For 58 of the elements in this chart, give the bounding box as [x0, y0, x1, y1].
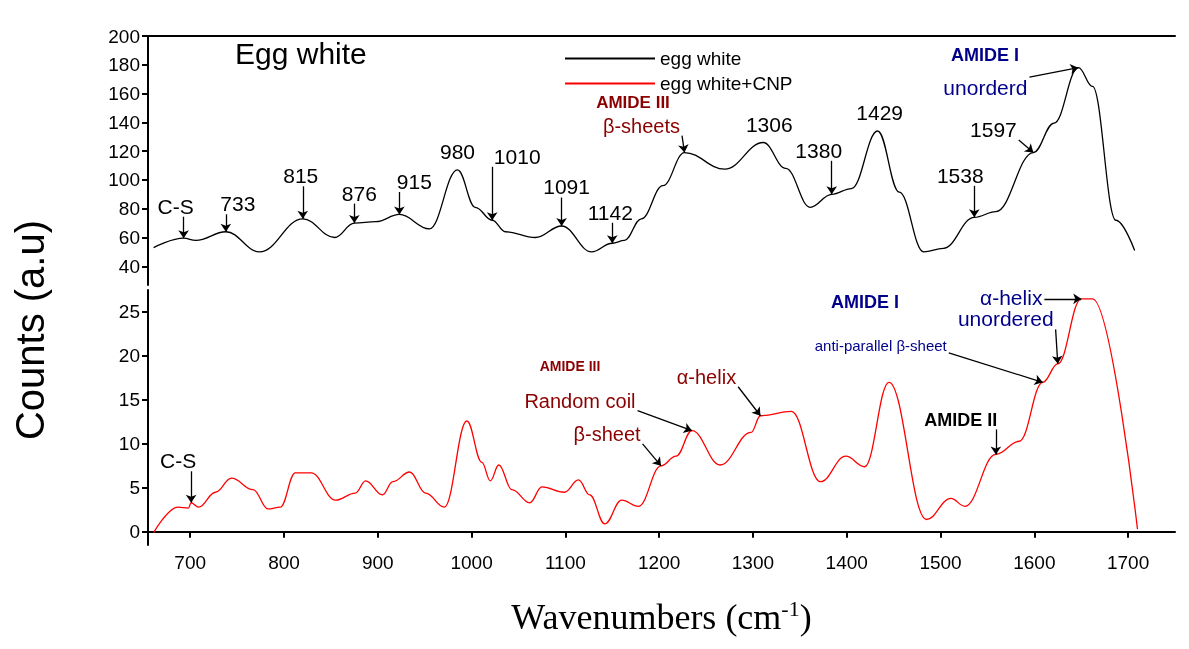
x-tick-label: 1300 — [731, 552, 775, 573]
annotation: 1306 — [745, 113, 793, 137]
annotation: AMIDE II — [924, 410, 998, 431]
x-tick-label: 1200 — [638, 552, 681, 573]
annotation: β-sheets — [602, 114, 681, 137]
y-tick-label: 200 — [108, 25, 140, 47]
annotation: AMIDE III — [596, 92, 670, 112]
annotation: 733 — [220, 192, 256, 216]
annotation: 1538 — [936, 163, 984, 187]
y-tick-label: 80 — [118, 198, 140, 220]
x-tick-label: 1600 — [1013, 552, 1056, 573]
annotation: β-sheet — [573, 422, 642, 445]
annotation: 1010 — [493, 144, 541, 168]
x-tick-label: 1000 — [450, 552, 493, 573]
x-tick-label: 1700 — [1106, 552, 1150, 573]
annotation: unorderd — [943, 76, 1028, 100]
y-tick-label: 160 — [108, 83, 140, 105]
y-tick-label: 25 — [118, 301, 140, 323]
y-tick-label: 140 — [108, 111, 140, 133]
annotation: α-helix — [676, 365, 737, 388]
y-tick-label: 60 — [118, 227, 140, 248]
annotation: 815 — [283, 164, 319, 188]
chart-title: Egg white — [235, 36, 367, 70]
annotation: AMIDE III — [539, 358, 601, 374]
x-tick-label: 1100 — [544, 552, 586, 573]
annotation: 980 — [439, 140, 476, 164]
annotation: 1597 — [970, 118, 1017, 142]
legend-label: egg white — [660, 48, 742, 69]
annotation: 1429 — [856, 101, 904, 125]
annotation: AMIDE I — [950, 45, 1020, 65]
annotation: 876 — [341, 181, 377, 205]
y-tick-label: 10 — [118, 433, 140, 455]
annotation: C-S — [157, 194, 194, 218]
legend-label: egg white+CNP — [660, 73, 793, 94]
x-tick-label: 1500 — [919, 552, 962, 573]
y-tick-label: 100 — [108, 169, 140, 191]
y-axis-title: Counts (a.u) — [8, 219, 52, 441]
annotation: anti-parallel β-sheet — [814, 336, 948, 354]
annotation: AMIDE I — [830, 292, 900, 312]
y-tick-label: 0 — [129, 521, 140, 543]
y-tick-label: 20 — [118, 345, 140, 367]
annotation: C-S — [160, 449, 197, 473]
y-tick-label: 40 — [118, 255, 140, 277]
y-tick-label: 180 — [108, 54, 140, 76]
y-tick-label: 120 — [108, 140, 140, 162]
x-tick-label: 800 — [268, 552, 300, 573]
annotation: 1142 — [587, 200, 633, 224]
annotation: 1380 — [795, 138, 843, 162]
x-tick-label: 700 — [174, 552, 207, 573]
y-tick-label: 5 — [129, 477, 140, 499]
x-tick-label: 1400 — [825, 552, 868, 573]
x-tick-label: 900 — [361, 552, 394, 573]
y-tick-label: 15 — [118, 389, 140, 411]
annotation: α-helix — [980, 286, 1043, 310]
annotation: Random coil — [524, 389, 636, 412]
annotation: 915 — [396, 169, 432, 193]
annotation: unordered — [957, 307, 1054, 331]
annotation: 1091 — [543, 175, 590, 199]
